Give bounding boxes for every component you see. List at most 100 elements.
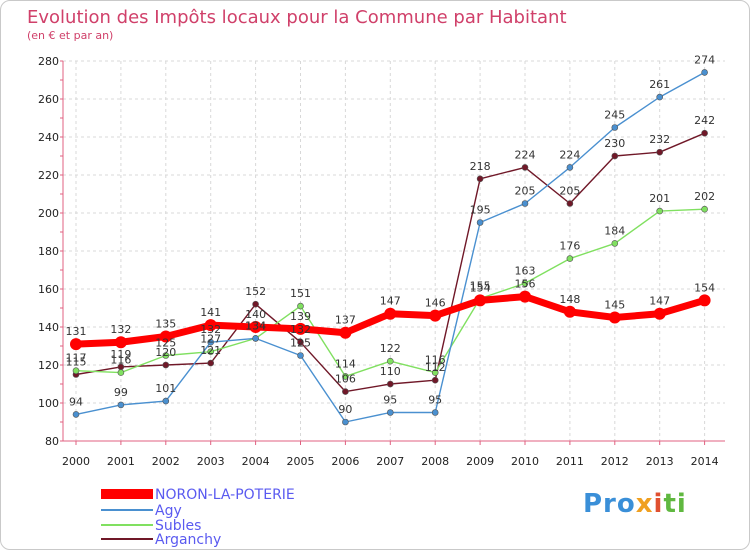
data-point	[72, 411, 80, 418]
y-tick-label: 80	[45, 435, 59, 448]
x-tick-label: 2012	[601, 455, 629, 468]
data-label: 132	[290, 323, 311, 336]
data-label: 134	[245, 319, 266, 332]
data-point	[384, 307, 397, 320]
data-point	[207, 359, 214, 367]
data-label: 141	[200, 306, 221, 319]
data-label: 274	[694, 53, 715, 66]
y-tick-label: 220	[38, 169, 59, 182]
data-label: 131	[66, 325, 87, 338]
data-point	[386, 357, 394, 365]
legend-label: Subles	[155, 518, 201, 534]
y-tick-label: 120	[38, 359, 59, 372]
data-point	[521, 200, 529, 207]
data-label: 117	[66, 352, 87, 365]
data-label: 135	[155, 318, 176, 331]
data-label: 139	[290, 310, 311, 323]
data-label: 224	[515, 148, 536, 161]
data-point	[431, 409, 439, 416]
y-tick-label: 160	[38, 283, 59, 296]
data-point	[72, 367, 80, 375]
data-label: 132	[200, 323, 221, 336]
data-label: 155	[470, 280, 491, 293]
y-tick-label: 100	[38, 397, 59, 410]
x-tick-label: 2000	[62, 455, 90, 468]
data-label: 245	[604, 109, 625, 122]
x-tick-label: 2013	[646, 455, 674, 468]
data-point	[701, 205, 708, 213]
data-label: 230	[604, 137, 625, 150]
data-point	[521, 279, 529, 287]
data-label: 120	[155, 346, 176, 359]
y-tick-label: 240	[38, 131, 59, 144]
data-point	[563, 305, 576, 318]
data-label: 205	[559, 185, 580, 198]
data-point	[653, 307, 666, 320]
data-label: 195	[470, 204, 491, 217]
data-label: 224	[559, 148, 580, 161]
data-point	[566, 255, 574, 262]
data-label: 201	[649, 192, 670, 205]
data-label: 106	[335, 373, 356, 386]
data-point	[701, 69, 708, 76]
data-label: 119	[110, 348, 131, 361]
data-point	[252, 300, 259, 308]
data-point	[114, 336, 127, 349]
data-point	[698, 294, 711, 307]
data-point	[611, 240, 619, 247]
chart-subtitle: (en € et par an)	[27, 29, 114, 42]
y-tick-label: 260	[38, 93, 59, 106]
data-point	[431, 369, 439, 376]
data-point	[521, 164, 529, 171]
x-tick-label: 2004	[242, 455, 270, 468]
data-point	[342, 418, 349, 426]
data-label: 202	[694, 190, 715, 203]
data-label: 115	[66, 356, 87, 369]
data-point	[701, 129, 708, 137]
data-point	[608, 311, 621, 324]
data-label: 205	[515, 185, 536, 198]
x-tick-label: 2008	[421, 455, 449, 468]
x-tick-label: 2014	[691, 455, 719, 468]
data-label: 145	[604, 299, 625, 312]
data-label: 146	[425, 297, 446, 310]
data-point	[339, 326, 352, 339]
data-label: 242	[694, 114, 715, 127]
data-label: 114	[335, 357, 356, 370]
data-label: 110	[380, 365, 401, 378]
x-tick-label: 2009	[466, 455, 494, 468]
x-tick-label: 2006	[331, 455, 359, 468]
data-point	[297, 302, 304, 310]
y-tick-label: 180	[38, 245, 59, 258]
data-point	[566, 164, 574, 171]
x-tick-label: 2011	[556, 455, 584, 468]
data-label: 95	[428, 394, 442, 407]
data-label: 232	[649, 133, 670, 146]
data-point	[342, 388, 349, 395]
data-label: 122	[380, 342, 401, 355]
legend-label: Arganchy	[155, 532, 221, 548]
data-label: 184	[604, 224, 625, 237]
data-point	[476, 219, 484, 226]
data-point	[70, 338, 82, 351]
data-point	[386, 409, 394, 416]
data-label: 95	[383, 394, 397, 407]
data-point	[297, 352, 304, 359]
data-point	[162, 361, 170, 369]
data-label: 261	[649, 78, 670, 91]
x-tick-label: 2003	[197, 455, 225, 468]
data-label: 127	[200, 333, 221, 346]
data-point	[431, 376, 439, 384]
data-point	[342, 373, 349, 380]
data-label: 90	[338, 403, 352, 416]
data-point	[204, 319, 217, 332]
data-label: 154	[694, 281, 715, 294]
data-point	[566, 200, 574, 207]
x-tick-label: 2001	[107, 455, 135, 468]
data-label: 121	[200, 344, 221, 357]
data-label: 99	[114, 386, 128, 399]
data-point	[656, 207, 664, 215]
data-point	[297, 338, 304, 346]
data-point	[207, 338, 214, 346]
data-point	[611, 152, 619, 160]
